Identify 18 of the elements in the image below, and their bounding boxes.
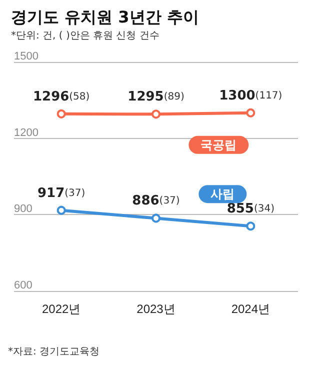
x-tick-label: 2024년 [231, 302, 270, 316]
series-label: 사립 [210, 187, 235, 202]
x-tick-label: 2023년 [136, 302, 176, 316]
data-label: 1295(89) [128, 90, 184, 105]
data-label: 855(34) [226, 202, 275, 217]
y-tick-label: 600 [14, 280, 32, 292]
data-label: 886(37) [132, 194, 180, 209]
chart-subtitle: *단위: 건, ( )안은 휴원 신청 건수 [11, 30, 160, 42]
y-tick-label: 1200 [14, 126, 38, 139]
data-label: 1296(58) [32, 89, 90, 104]
x-tick-label: 2022년 [42, 302, 81, 316]
data-label: 1300(117) [219, 88, 282, 104]
chart-title: 경기도 유치원 3년간 추이 [11, 8, 199, 26]
text: *자료: 경기도교육청 [8, 346, 100, 358]
text: 국공립 [200, 138, 237, 152]
y-tick-label: 900 [14, 203, 32, 216]
data-label: 917(37) [38, 186, 86, 201]
y-tick-label: 1500 [14, 50, 38, 62]
